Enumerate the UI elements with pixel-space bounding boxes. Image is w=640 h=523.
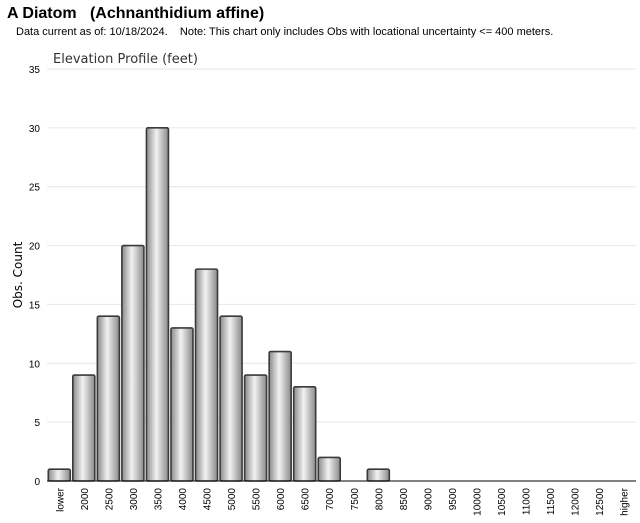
- x-tick-label: 12500: [595, 488, 606, 516]
- bar-3000: [121, 244, 145, 482]
- x-tick-label: 8000: [374, 488, 385, 511]
- x-tick-label: 2500: [104, 488, 115, 511]
- x-tick-label: 6500: [301, 488, 312, 511]
- x-tick-label: 9500: [448, 488, 459, 511]
- y-tick-label: 0: [34, 477, 40, 488]
- x-tick-label: 6000: [276, 488, 287, 511]
- y-tick-label: 25: [29, 183, 41, 194]
- y-tick-label: 20: [29, 242, 41, 253]
- bar-3500: [145, 127, 170, 482]
- bar-8000: [366, 468, 391, 482]
- x-tick-label: 3500: [153, 488, 164, 511]
- x-tick-label: 3000: [129, 488, 140, 511]
- bar-2000: [72, 374, 96, 482]
- page-title: A Diatom (Achnanthidium affine): [7, 5, 265, 22]
- x-tick-label: 12000: [571, 488, 582, 516]
- x-tick-label: higher: [620, 487, 631, 515]
- bar-2500: [96, 315, 121, 482]
- y-tick-label: 35: [29, 65, 41, 76]
- bar-6500: [292, 386, 317, 482]
- x-tick-label: lower: [55, 487, 66, 512]
- x-tick-label: 5000: [227, 488, 238, 511]
- x-tick-label: 10000: [472, 488, 483, 516]
- y-tick-label: 30: [29, 124, 41, 135]
- data-note: Data current as of: 10/18/2024. Note: Th…: [16, 26, 554, 38]
- chart-title: Elevation Profile (feet): [53, 52, 198, 67]
- x-tick-label: 7500: [350, 488, 361, 511]
- bar-5500: [243, 374, 268, 482]
- x-tick-label: 7000: [325, 488, 336, 511]
- x-tick-label: 10500: [497, 488, 508, 516]
- y-tick-label: 10: [29, 359, 41, 370]
- x-tick-label: 4000: [178, 488, 189, 511]
- axes: 0 5 10 15 20 25 30 35 lower 2000 2500 3000 3500 4000 4…: [29, 65, 636, 516]
- x-tick-label: 11000: [522, 488, 533, 516]
- bar-4000: [170, 327, 194, 482]
- y-tick-label: 5: [34, 418, 40, 429]
- x-tick-label: 11500: [546, 488, 557, 516]
- x-tick-label: 8500: [399, 488, 410, 511]
- x-tick-label: 9000: [423, 488, 434, 511]
- bar-6000: [268, 350, 292, 482]
- x-tick-label: 5500: [252, 488, 263, 511]
- bar-lower: [47, 468, 72, 482]
- y-axis-label: Obs. Count: [11, 241, 25, 308]
- bar-5000: [219, 315, 243, 482]
- y-tick-label: 15: [29, 300, 41, 311]
- gridlines: [47, 68, 636, 423]
- x-tick-label: 2000: [80, 488, 91, 511]
- x-tick-label: 4500: [203, 488, 214, 511]
- bar-7000: [317, 456, 342, 482]
- bar-4500: [194, 268, 219, 482]
